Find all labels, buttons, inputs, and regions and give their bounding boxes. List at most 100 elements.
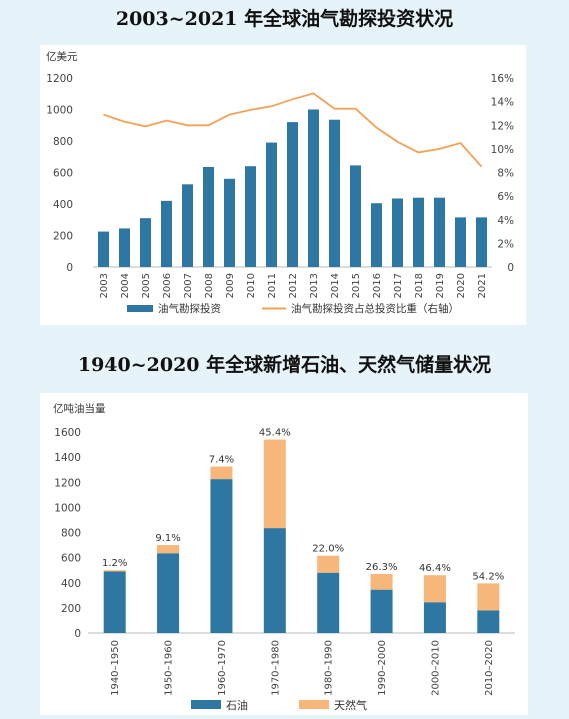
bar (161, 200, 172, 267)
x-tick-label: 2011 (267, 273, 278, 298)
bar-oil (103, 571, 126, 633)
bar-oil (157, 553, 180, 633)
y-tick-label: 200 (61, 603, 81, 615)
data-label: 7.4% (209, 455, 234, 466)
y-tick-label: 400 (61, 578, 81, 590)
y2-tick-label: 0 (507, 262, 514, 274)
x-tick-label: 1940–1950 (110, 640, 121, 696)
x-tick-label: 2014 (330, 273, 341, 298)
x-tick-label: 2007 (183, 273, 194, 298)
bar (392, 198, 403, 267)
bar-gas (210, 466, 233, 480)
data-label: 45.4% (259, 428, 291, 439)
x-tick-label: 2012 (288, 273, 299, 298)
y-tick-label: 1000 (46, 105, 73, 117)
legend-label-oil: 石油 (226, 698, 248, 712)
x-tick-label: 2018 (414, 273, 425, 298)
chart1-panel: 亿美元 0 200 400 600 800 1000 1200 0 2% 4% 6% 8% 10% 12% 1… (40, 45, 526, 325)
investment-chart: 亿美元 0 200 400 600 800 1000 1200 0 2% 4% 6% 8% 10% 12% 1… (46, 50, 514, 315)
bar (350, 165, 361, 267)
chart2-panel: 亿吨油当量 0 200 400 600 800 1000 1200 1400 1600 1.2% 19… (40, 393, 528, 715)
data-label: 54.2% (472, 571, 504, 582)
x-tick-label: 2015 (351, 273, 362, 298)
bar (287, 122, 298, 267)
data-label: 46.4% (419, 563, 451, 574)
y2-tick-label: 10% (491, 144, 514, 156)
y-tick-label: 1400 (54, 452, 81, 464)
y-tick-label: 200 (53, 231, 73, 243)
line-series (103, 92, 483, 168)
bar-oil (210, 479, 233, 633)
y2-tick-label: 12% (491, 120, 514, 132)
y-tick-label: 1000 (54, 502, 81, 514)
y-tick-label: 600 (53, 168, 73, 180)
data-label: 9.1% (155, 533, 180, 544)
y2-tick-label: 14% (491, 97, 514, 109)
bar (413, 197, 424, 267)
x-tick-label: 2019 (435, 273, 446, 298)
legend-label-gas: 天然气 (334, 698, 367, 712)
bar-oil (423, 602, 446, 633)
bar-gas (103, 570, 126, 572)
bar (308, 109, 319, 267)
y2-tick-label: 2% (497, 238, 514, 250)
bar (476, 217, 487, 267)
bar (329, 119, 340, 267)
bar-oil (263, 528, 286, 633)
legend-label-bar: 油气勘探投资 (158, 302, 221, 315)
bar (182, 184, 193, 267)
bar (224, 178, 235, 267)
bar-gas (317, 555, 340, 573)
bar (98, 231, 109, 267)
bar (140, 218, 151, 267)
chart1-title: 2003~2021 年全球油气勘探投资状况 (115, 8, 454, 30)
legend-swatch-bar (127, 305, 153, 312)
y-tick-label: 1200 (46, 73, 73, 85)
bar-gas (477, 583, 500, 611)
bar (434, 197, 445, 267)
bar (245, 166, 256, 267)
x-tick-label: 2004 (120, 273, 131, 298)
x-tick-label: 2009 (225, 273, 236, 298)
x-tick-label: 2005 (141, 273, 152, 298)
y2-tick-label: 4% (497, 215, 514, 227)
x-tick-label: 2010–2020 (484, 640, 495, 696)
y2-tick-label: 6% (497, 191, 514, 203)
legend-swatch-gas (299, 700, 329, 709)
x-tick-label: 1970–1980 (270, 640, 281, 696)
chart2-title: 1940~2020 年全球新增石油、天然气储量状况 (77, 354, 492, 376)
x-tick-label: 2017 (393, 273, 404, 298)
bar (119, 228, 130, 267)
x-tick-label: 2000–2010 (430, 640, 441, 696)
y-tick-label: 600 (61, 553, 81, 565)
bar-gas (370, 573, 393, 590)
y2-tick-label: 8% (497, 168, 514, 180)
bar-oil (477, 610, 500, 633)
bar-gas (157, 545, 180, 554)
y-tick-label: 800 (61, 528, 81, 540)
y-tick-label: 800 (53, 136, 73, 148)
legend-swatch-oil (191, 700, 221, 709)
y2-tick-label: 16% (491, 73, 514, 85)
bar-oil (317, 572, 340, 633)
y-tick-label: 1200 (54, 477, 81, 489)
x-tick-label: 2016 (372, 273, 383, 298)
y-tick-label: 400 (53, 199, 73, 211)
legend-label-line: 油气勘探投资占总投资比重（右轴） (291, 302, 459, 315)
x-tick-label: 2021 (477, 273, 488, 298)
data-label: 22.0% (312, 544, 344, 555)
bar (455, 217, 466, 267)
bar-oil (370, 589, 393, 633)
bar-gas (423, 575, 446, 603)
x-tick-label: 2020 (456, 273, 467, 298)
x-tick-label: 2008 (204, 273, 215, 298)
y-axis-label: 亿吨油当量 (53, 402, 106, 415)
x-tick-label: 1990–2000 (377, 640, 388, 696)
y-axis-label: 亿美元 (46, 50, 78, 63)
bar (203, 166, 214, 267)
data-label: 1.2% (102, 558, 127, 569)
x-tick-label: 2003 (99, 273, 110, 298)
y-tick-label: 0 (66, 262, 73, 274)
data-label: 26.3% (366, 562, 398, 573)
y-tick-label: 1600 (54, 427, 81, 439)
